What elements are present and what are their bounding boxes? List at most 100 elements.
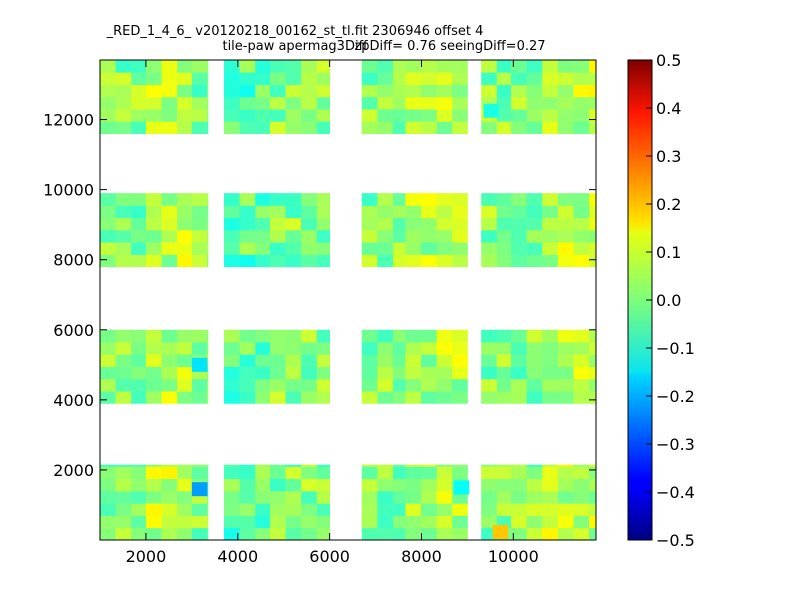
heatmap-cell xyxy=(511,242,528,255)
heatmap-cell xyxy=(255,466,271,480)
heatmap-cell xyxy=(405,109,422,122)
heatmap-cell xyxy=(269,96,286,110)
heatmap-cell xyxy=(285,527,302,541)
heatmap-cell xyxy=(421,527,438,541)
heatmap-cell xyxy=(269,229,286,243)
heatmap-cell xyxy=(436,342,453,355)
heatmap-cell xyxy=(361,254,378,268)
heatmap-cell xyxy=(239,72,256,85)
heatmap-cell xyxy=(526,515,543,529)
heatmap-cell xyxy=(145,109,162,122)
heatmap-cell xyxy=(436,205,453,219)
heatmap-cell xyxy=(191,72,208,85)
heatmap-cell xyxy=(526,84,543,98)
y-tick-label: 10000 xyxy=(43,181,94,200)
heatmap-cell xyxy=(100,96,117,110)
heatmap-cell xyxy=(285,378,302,392)
colorbar-tick-label: 0.5 xyxy=(656,51,681,70)
heatmap-cell xyxy=(255,527,271,541)
heatmap-cell xyxy=(511,229,528,243)
heatmap-cell xyxy=(239,193,256,206)
heatmap-cell xyxy=(377,503,394,516)
heatmap-cell xyxy=(405,193,422,206)
heatmap-cell xyxy=(377,254,394,268)
heatmap-cell xyxy=(496,478,512,492)
heatmap-cell xyxy=(131,329,147,343)
heatmap-cell xyxy=(421,205,438,219)
heatmap-cell xyxy=(191,482,208,497)
heatmap-cell xyxy=(526,193,543,206)
y-tick-label: 12000 xyxy=(43,111,94,130)
heatmap-cell xyxy=(452,254,468,268)
heatmap-cell xyxy=(285,503,302,516)
heatmap-cell xyxy=(481,217,498,231)
heatmap-cell xyxy=(224,109,241,122)
heatmap-cell xyxy=(436,466,453,480)
heatmap-cell xyxy=(377,490,394,504)
heatmap-cell xyxy=(301,72,318,85)
heatmap-cell xyxy=(100,464,117,467)
heatmap-cell xyxy=(436,254,453,268)
heatmap-cell xyxy=(115,527,132,541)
heatmap-cell xyxy=(452,193,468,206)
heatmap-cell xyxy=(421,366,438,380)
heatmap-cell xyxy=(161,72,178,85)
heatmap-cell xyxy=(269,193,286,206)
heatmap-cell xyxy=(589,84,597,98)
heatmap-cell xyxy=(496,391,512,404)
heatmap-cell xyxy=(405,217,422,231)
heatmap-cell xyxy=(177,391,193,404)
heatmap-cell xyxy=(589,229,597,243)
heatmap-cell xyxy=(393,121,406,134)
heatmap-cell xyxy=(573,478,590,492)
heatmap-cell xyxy=(511,121,528,134)
heatmap-cell xyxy=(405,72,422,85)
heatmap-cell xyxy=(100,478,117,492)
heatmap-cell xyxy=(239,490,256,504)
chart-subtitle: zpDiff= 0.76 seeingDiff=0.27 xyxy=(354,39,546,54)
y-tick-label: 2000 xyxy=(53,461,94,480)
heatmap-cell xyxy=(526,96,543,110)
heatmap-cell xyxy=(589,109,597,122)
heatmap-cell xyxy=(573,490,590,504)
heatmap-cell xyxy=(115,109,132,122)
heatmap-cell xyxy=(269,378,286,392)
heatmap-cell xyxy=(393,466,406,480)
heatmap-cell xyxy=(511,193,528,206)
heatmap-cell xyxy=(100,193,117,206)
heatmap-cell xyxy=(207,490,209,504)
heatmap-cell xyxy=(361,515,378,529)
colorbar-tick-label: 0.2 xyxy=(656,195,681,214)
heatmap-cell xyxy=(177,503,193,516)
heatmap-cell xyxy=(377,329,394,343)
heatmap-cell xyxy=(161,466,178,480)
heatmap-cell xyxy=(224,60,241,73)
heatmap-cell xyxy=(573,354,590,367)
heatmap-cell xyxy=(115,503,132,516)
heatmap-cell xyxy=(511,205,528,219)
heatmap-cell xyxy=(255,60,271,73)
heatmap-cell xyxy=(224,217,241,231)
x-tick-label: 6000 xyxy=(309,547,350,566)
heatmap-cell xyxy=(224,342,241,355)
heatmap-cell xyxy=(361,229,378,243)
heatmap-cell xyxy=(377,84,394,98)
heatmap-cell xyxy=(301,217,318,231)
heatmap-cell xyxy=(452,464,468,467)
heatmap-cell xyxy=(177,254,193,268)
heatmap-cell xyxy=(131,378,147,392)
heatmap-cell xyxy=(131,354,147,367)
heatmap-cell xyxy=(255,515,271,529)
heatmap-cell xyxy=(145,378,162,392)
heatmap-cell xyxy=(115,205,132,219)
heatmap-cell xyxy=(301,329,318,343)
heatmap-cell xyxy=(145,96,162,110)
heatmap-cell xyxy=(301,109,318,122)
heatmap-cell xyxy=(452,121,468,134)
heatmap-cell xyxy=(255,205,271,219)
heatmap-cell xyxy=(496,60,512,73)
heatmap-cell xyxy=(177,205,193,219)
heatmap-cell xyxy=(145,205,162,219)
heatmap-cell xyxy=(589,490,597,504)
x-tick-label: 10000 xyxy=(488,547,539,566)
